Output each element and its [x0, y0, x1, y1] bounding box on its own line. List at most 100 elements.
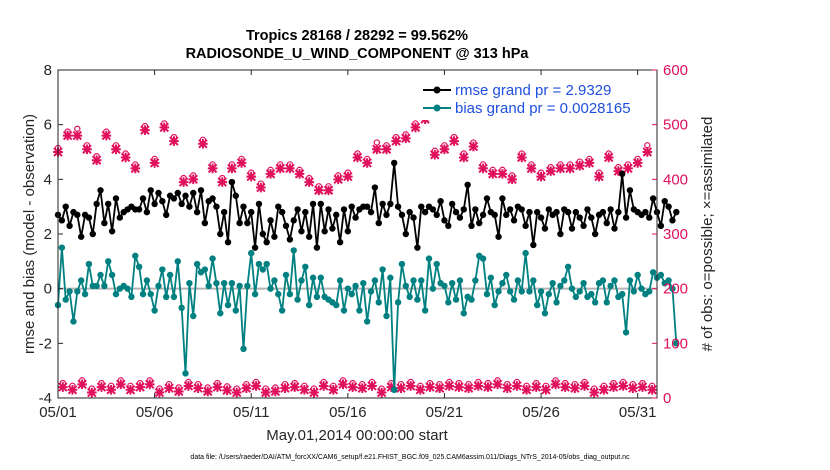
obs-count-series [53, 111, 657, 398]
x-tick-label: 05/11 [233, 404, 269, 421]
bias-point [66, 288, 73, 295]
rmse-point [657, 222, 665, 229]
obs-assimilated-point [545, 166, 556, 176]
obs-assimilated-point [343, 171, 353, 182]
obs-assimilated-point [198, 139, 208, 149]
rmse-point [572, 208, 580, 216]
obs-assimilated-point [338, 379, 348, 390]
bias-point [174, 258, 181, 265]
legend-box [418, 78, 648, 120]
rmse-point [584, 206, 591, 213]
rmse-point [564, 208, 572, 216]
bias-point [135, 263, 143, 270]
obs-assimilated-point [415, 385, 426, 395]
obs-assimilated-point [362, 158, 372, 168]
bias-point [646, 288, 653, 295]
legend-bias-marker [433, 104, 441, 112]
obs-assimilated-point [642, 147, 653, 157]
bias-point [190, 312, 197, 320]
obs-assimilated-point [159, 122, 170, 133]
bias-point [244, 282, 251, 290]
bias-point [387, 274, 394, 281]
bias-point [495, 288, 502, 295]
rmse-point [506, 206, 514, 213]
y-right-tick-label: 400 [663, 171, 688, 188]
bias-point [491, 301, 498, 309]
rmse-point [553, 208, 560, 216]
bias-point [429, 285, 437, 292]
bias-point [267, 285, 274, 292]
obs-assimilated-point [560, 382, 571, 392]
rmse-point [325, 206, 332, 213]
legend-rmse-label: rmse grand pr = 2.9329 [455, 82, 611, 99]
bias-point [634, 271, 641, 279]
rmse-point [534, 208, 541, 216]
bias-point [410, 277, 417, 284]
obs-assimilated-point [541, 385, 551, 395]
obs-assimilated-point [125, 385, 136, 395]
rmse-point [58, 217, 66, 224]
rmse-point [201, 219, 209, 227]
rmse-point [240, 203, 247, 210]
bias-point [665, 277, 672, 284]
rmse-point [460, 206, 467, 213]
data-file-footnote: data file: /Users/raeder/DAI/ATM_forcXX/… [190, 454, 630, 461]
obs-assimilated-point [285, 163, 295, 174]
obs-assimilated-point [111, 144, 121, 155]
rmse-point [135, 206, 143, 213]
bias-point [576, 288, 583, 295]
rmse-series [54, 159, 680, 251]
obs-assimilated-point [391, 136, 401, 146]
y-left-tick-label: 4 [44, 171, 52, 188]
rmse-point [642, 208, 649, 216]
bias-point [251, 290, 259, 298]
bias-point [572, 293, 580, 301]
bias-point [611, 277, 618, 284]
obs-assimilated-point [67, 385, 78, 395]
obs-assimilated-point [202, 386, 213, 397]
obs-assimilated-point [188, 174, 199, 185]
rmse-point [217, 230, 224, 238]
bias-point [619, 290, 626, 298]
rmse-point [418, 203, 425, 210]
obs-assimilated-point [584, 158, 595, 168]
bias-point [549, 280, 556, 287]
obs-assimilated-point [497, 169, 508, 179]
y-right-tick-label: 600 [663, 62, 688, 79]
obs-assimilated-point [62, 130, 73, 141]
obs-assimilated-point [613, 166, 624, 176]
rmse-point [282, 222, 290, 229]
rmse-point [97, 187, 104, 194]
rmse-point [503, 211, 510, 219]
rmse-point [220, 208, 228, 216]
obs-assimilated-point [178, 177, 189, 187]
bias-point [375, 299, 382, 306]
bias-point [193, 260, 201, 268]
obs-assimilated-point [304, 177, 314, 187]
bias-point [236, 282, 243, 290]
obs-assimilated-point [87, 387, 97, 398]
obs-assimilated-point [565, 163, 575, 174]
obs-assimilated-point [323, 185, 334, 196]
rmse-point [85, 214, 93, 221]
rmse-point [468, 222, 475, 229]
obs-assimilated-point [135, 382, 145, 392]
bias-point [456, 277, 464, 284]
bias-point [101, 282, 108, 290]
obs-assimilated-point [632, 158, 643, 168]
rmse-point [77, 233, 85, 240]
bias-point [460, 310, 467, 317]
rmse-point [522, 222, 529, 229]
bias-point [259, 266, 267, 273]
bias-point [220, 280, 228, 287]
obs-assimilated-point [507, 174, 517, 185]
obs-assimilated-point [647, 385, 657, 395]
bias-point [209, 255, 216, 262]
obs-assimilated-point [637, 382, 648, 392]
bias-point [286, 290, 294, 298]
bias-point [472, 277, 479, 284]
obs-assimilated-point [149, 158, 160, 168]
bias-point [74, 288, 81, 295]
x-axis: 05/01 05/06 05/11 05/16 05/21 05/26 05/31 [39, 70, 656, 421]
obs-assimilated-point [608, 382, 619, 392]
